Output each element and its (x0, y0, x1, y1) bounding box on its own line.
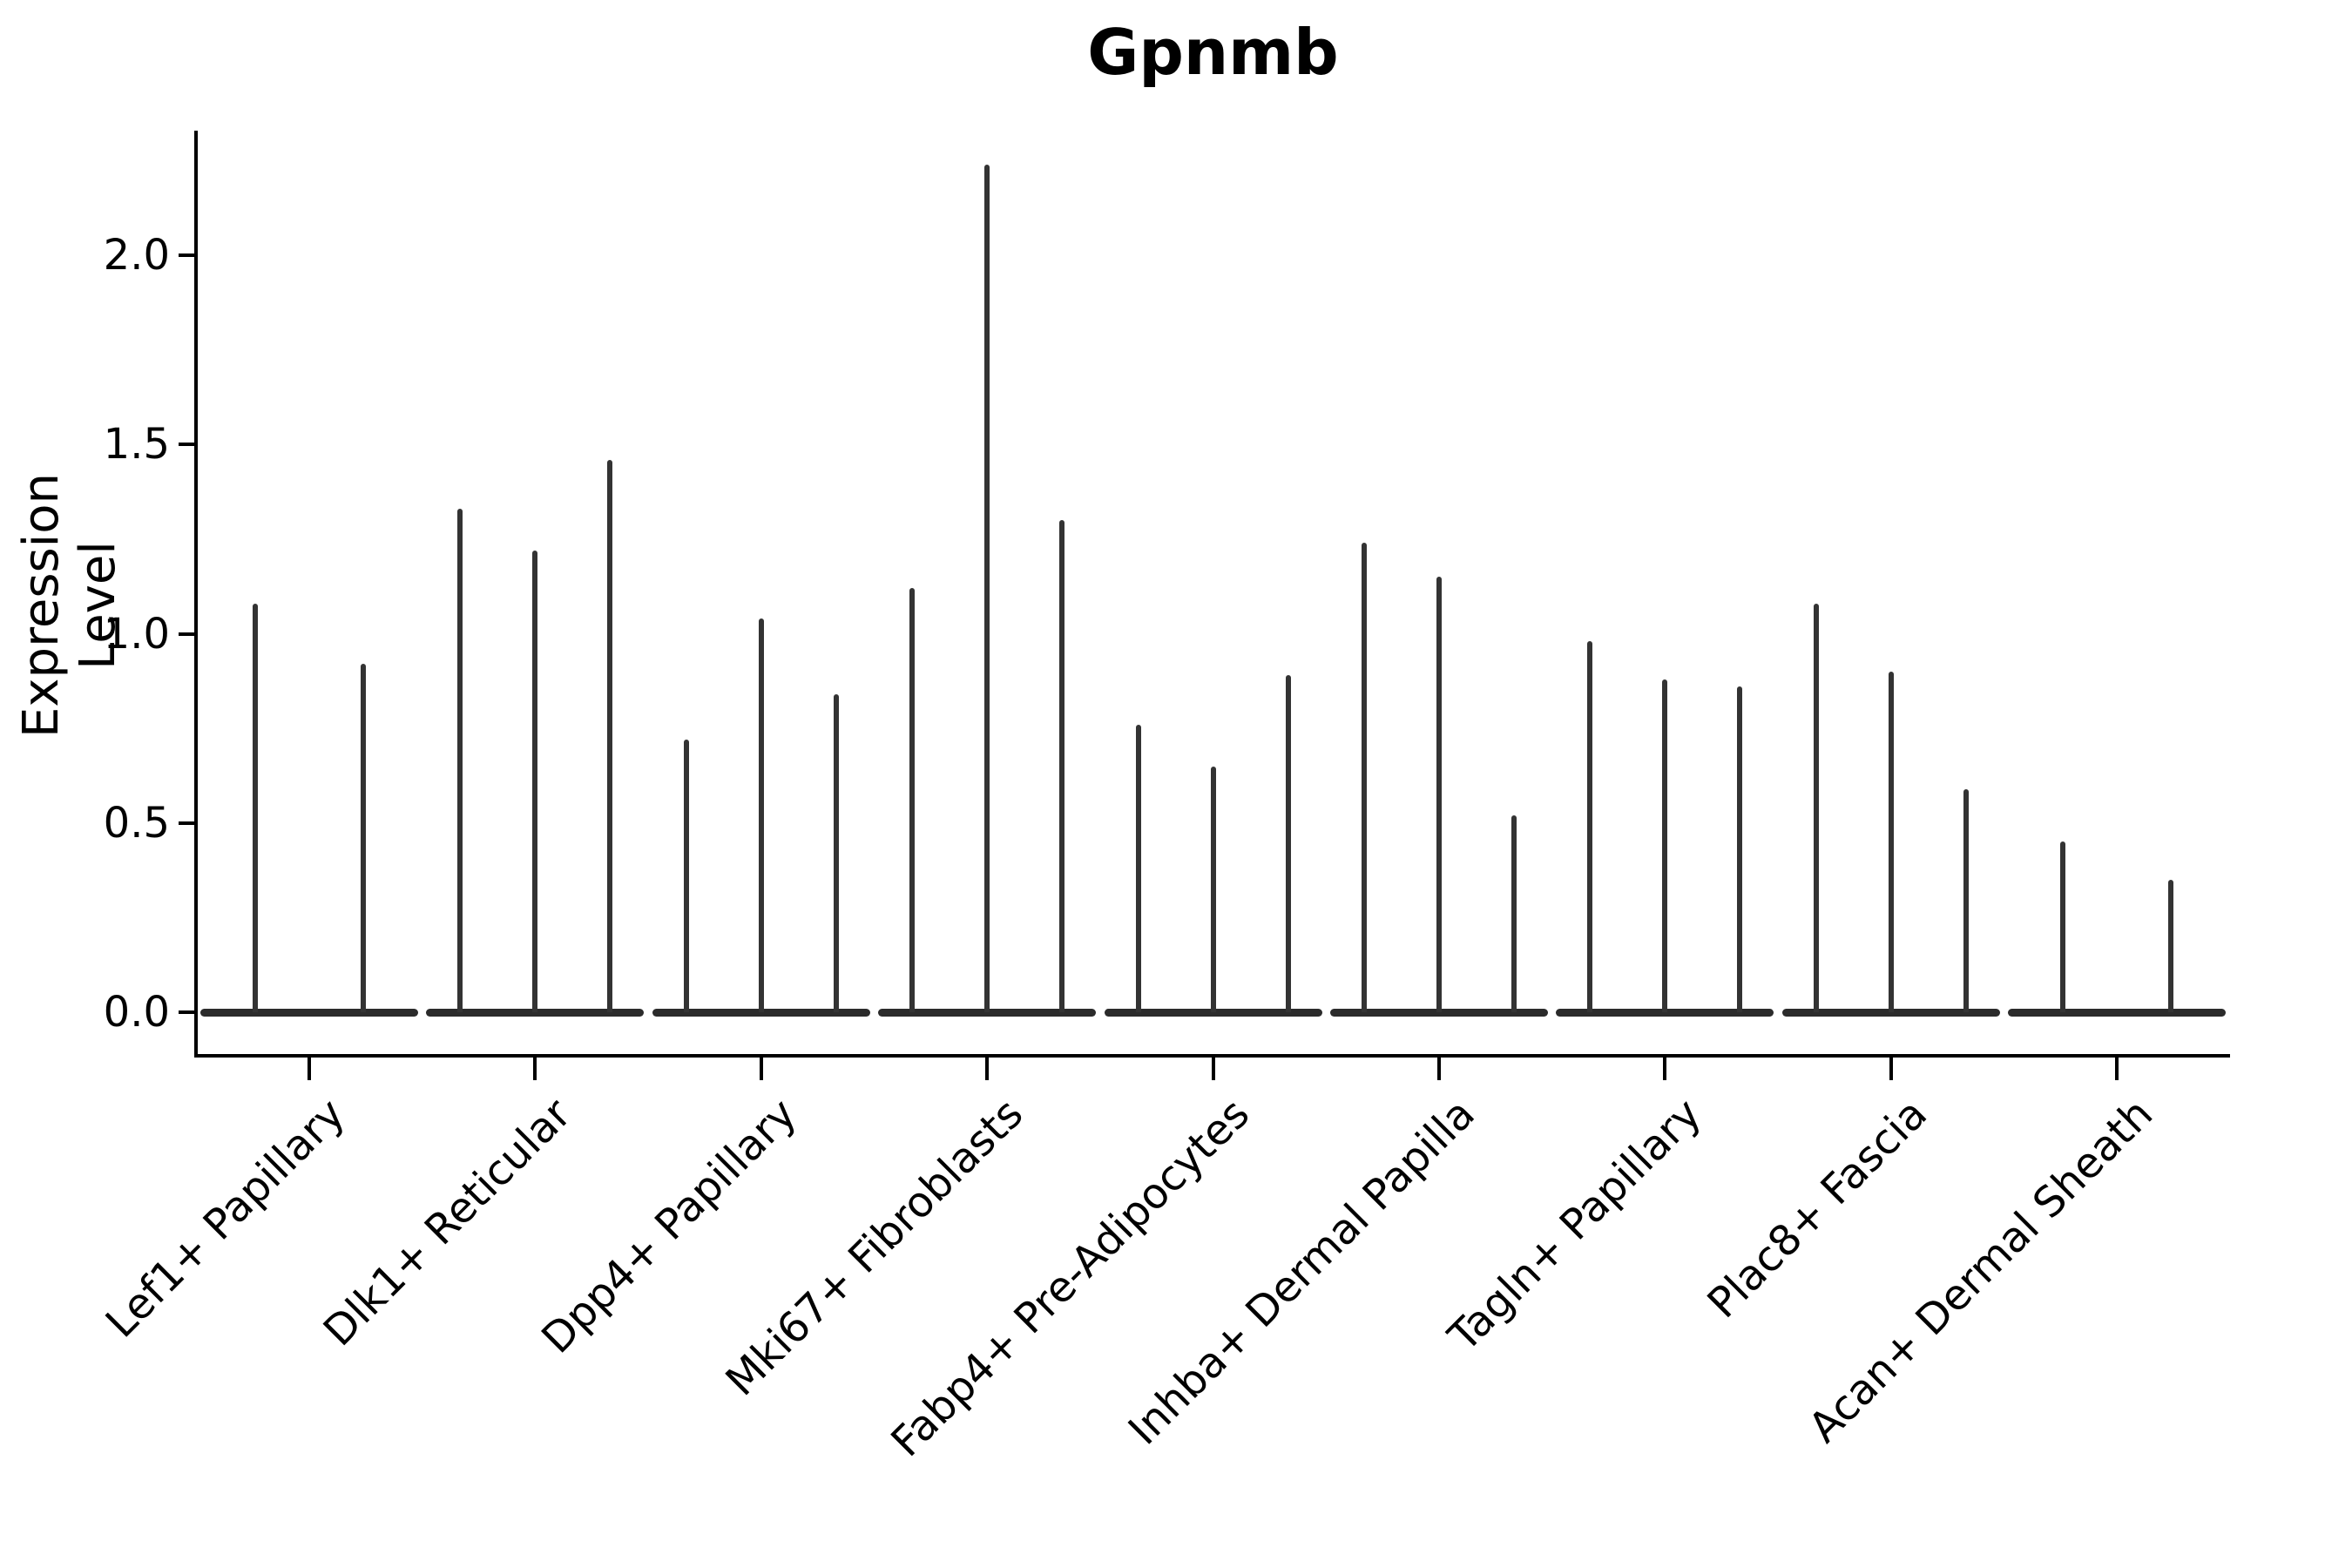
x-tick-label: Lef1+ Papillary (96, 1089, 355, 1348)
violin-base (2008, 1009, 2227, 1017)
y-tick-label: 0.5 (103, 798, 170, 848)
violin (1963, 788, 1969, 1012)
violin (1888, 671, 1894, 1012)
y-tick (179, 632, 196, 636)
x-axis-spine (194, 1054, 2230, 1058)
violin-base (1781, 1009, 2000, 1017)
x-tick (985, 1058, 990, 1080)
violin (1662, 679, 1668, 1012)
y-tick-label: 0.0 (103, 988, 170, 1037)
violin (984, 164, 990, 1012)
violin-base (652, 1009, 870, 1017)
y-tick-label: 1.5 (103, 420, 170, 470)
violin-base (426, 1009, 645, 1017)
x-tick-label: Dpp4+ Papillary (532, 1089, 807, 1363)
x-tick-label: Tagln+ Papillary (1438, 1089, 1711, 1362)
violin (2168, 879, 2174, 1012)
y-axis-spine (194, 131, 198, 1058)
violin (1737, 686, 1743, 1012)
violin (1511, 815, 1517, 1012)
violin (1210, 766, 1216, 1012)
violin-base (878, 1009, 1097, 1017)
violin-base (1329, 1009, 1548, 1017)
chart-title: Gpnmb (1087, 16, 1339, 89)
violin (252, 603, 258, 1012)
x-tick-label: Plac8+ Fascia (1698, 1089, 1937, 1328)
y-tick-label: 1.0 (103, 609, 170, 659)
violin (1135, 724, 1141, 1012)
y-tick (179, 253, 196, 257)
violin (1436, 577, 1442, 1012)
x-tick (533, 1058, 537, 1080)
violin (607, 459, 613, 1012)
violin (1285, 675, 1291, 1012)
violin-base (1556, 1009, 1774, 1017)
x-tick (307, 1058, 311, 1080)
violin (457, 509, 463, 1012)
violin (360, 664, 366, 1012)
violin (833, 694, 839, 1012)
y-tick-label: 2.0 (103, 231, 170, 280)
violin-base (1104, 1009, 1322, 1017)
x-tick (1436, 1058, 1441, 1080)
violin (532, 550, 538, 1012)
y-tick (179, 821, 196, 825)
x-tick (1211, 1058, 1215, 1080)
x-tick (2115, 1058, 2119, 1080)
x-tick-label: Dlk1+ Reticular (314, 1089, 581, 1356)
y-tick (179, 443, 196, 447)
x-tick (759, 1058, 763, 1080)
violin-base (199, 1009, 418, 1017)
y-tick (179, 1010, 196, 1014)
violin (1059, 520, 1065, 1012)
violin (1813, 603, 1819, 1012)
violin (1361, 543, 1367, 1012)
violin (1587, 641, 1593, 1012)
violin (758, 618, 764, 1012)
x-tick (1889, 1058, 1893, 1080)
violin (2060, 841, 2066, 1012)
x-tick (1663, 1058, 1667, 1080)
violin (909, 588, 916, 1012)
violin (683, 740, 689, 1012)
